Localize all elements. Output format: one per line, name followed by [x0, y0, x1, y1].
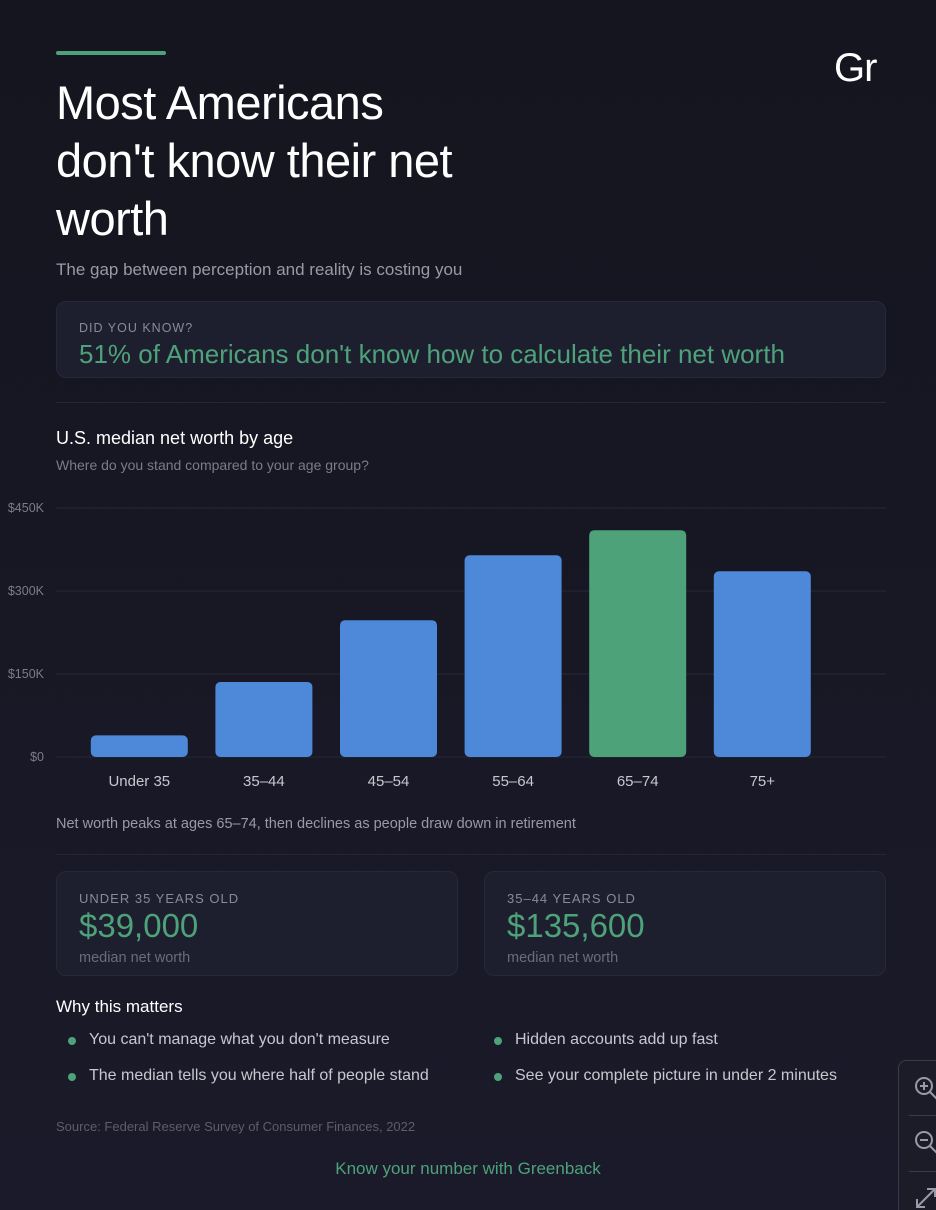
stat-card-value: $39,000 [79, 907, 199, 944]
why-list-item-text: You can't manage what you don't measure [89, 1031, 390, 1048]
x-tick-label: 35–44 [243, 773, 285, 790]
chart-note: Net worth peaks at ages 65–74, then decl… [56, 816, 576, 832]
bar [589, 530, 687, 757]
did-you-know-callout: DID YOU KNOW? 51% of Americans don't kno… [56, 301, 886, 378]
cta-link[interactable]: Know your number with Greenback [335, 1159, 601, 1178]
section-divider [56, 402, 886, 403]
chart-title: U.S. median net worth by age [56, 428, 294, 448]
bullet-dot-icon [68, 1073, 76, 1081]
stat-card-caption: median net worth [507, 950, 619, 966]
net-worth-bar-chart: $0 $150K $300K $450K Under 35 35–44 45–54 55–64… [8, 501, 886, 790]
stat-card-35-44: 35–44 YEARS OLD $135,600 median net wort… [484, 871, 886, 976]
bar [464, 555, 562, 757]
why-list-item: See your complete picture in under 2 min… [482, 1067, 837, 1085]
stat-card-value: $135,600 [507, 907, 645, 944]
y-tick-label: $300K [8, 584, 45, 598]
x-tick-label: 55–64 [492, 773, 534, 790]
bullet-dot-icon [68, 1037, 76, 1045]
zoom-separator [909, 1171, 936, 1172]
callout-stat: 51% of Americans don't know how to calcu… [79, 339, 785, 369]
zoom-out-icon[interactable] [911, 1127, 936, 1157]
chart-bars [90, 530, 811, 757]
brand-logo: Gr [834, 46, 877, 90]
bar [215, 681, 313, 757]
page-title: Most Americans don't know their net wort… [56, 76, 453, 245]
accent-bar [56, 51, 166, 55]
bullet-dot-icon [494, 1037, 502, 1045]
callout-label: DID YOU KNOW? [79, 321, 194, 335]
zoom-in-icon[interactable] [911, 1073, 936, 1103]
why-list-item-text: See your complete picture in under 2 min… [515, 1067, 837, 1084]
page-subtitle: The gap between perception and reality i… [56, 260, 463, 279]
why-list-item-text: The median tells you where half of peopl… [89, 1067, 429, 1084]
source-citation: Source: Federal Reserve Survey of Consum… [56, 1119, 416, 1134]
why-list-item: Hidden accounts add up fast [482, 1031, 718, 1049]
y-tick-label: $450K [8, 501, 45, 515]
why-list-item: You can't manage what you don't measure [56, 1031, 390, 1049]
stat-card-caption: median net worth [79, 950, 191, 966]
expand-icon[interactable] [911, 1183, 936, 1210]
stat-card-under-35: UNDER 35 YEARS OLD $39,000 median net wo… [56, 871, 458, 976]
x-tick-label: Under 35 [108, 773, 170, 790]
bar [90, 735, 188, 757]
x-tick-label: 45–54 [368, 773, 410, 790]
x-tick-label: 65–74 [617, 773, 659, 790]
stat-card-label: UNDER 35 YEARS OLD [79, 891, 240, 906]
bullet-dot-icon [494, 1073, 502, 1081]
y-tick-label: $0 [30, 750, 44, 764]
zoom-controls [898, 1060, 936, 1210]
chart-labels: $0 $150K $300K $450K Under 35 35–44 45–54 55–64… [8, 501, 775, 790]
why-list-item: The median tells you where half of peopl… [56, 1067, 429, 1085]
x-tick-label: 75+ [750, 773, 776, 790]
stat-card-label: 35–44 YEARS OLD [507, 891, 636, 906]
section-divider [56, 854, 886, 855]
y-tick-label: $150K [8, 667, 45, 681]
bar [340, 620, 437, 757]
chart-subtitle: Where do you stand compared to your age … [56, 457, 369, 473]
why-this-matters-title: Why this matters [56, 997, 183, 1016]
zoom-separator [909, 1115, 936, 1116]
bar [713, 571, 811, 757]
why-list-item-text: Hidden accounts add up fast [515, 1031, 718, 1048]
